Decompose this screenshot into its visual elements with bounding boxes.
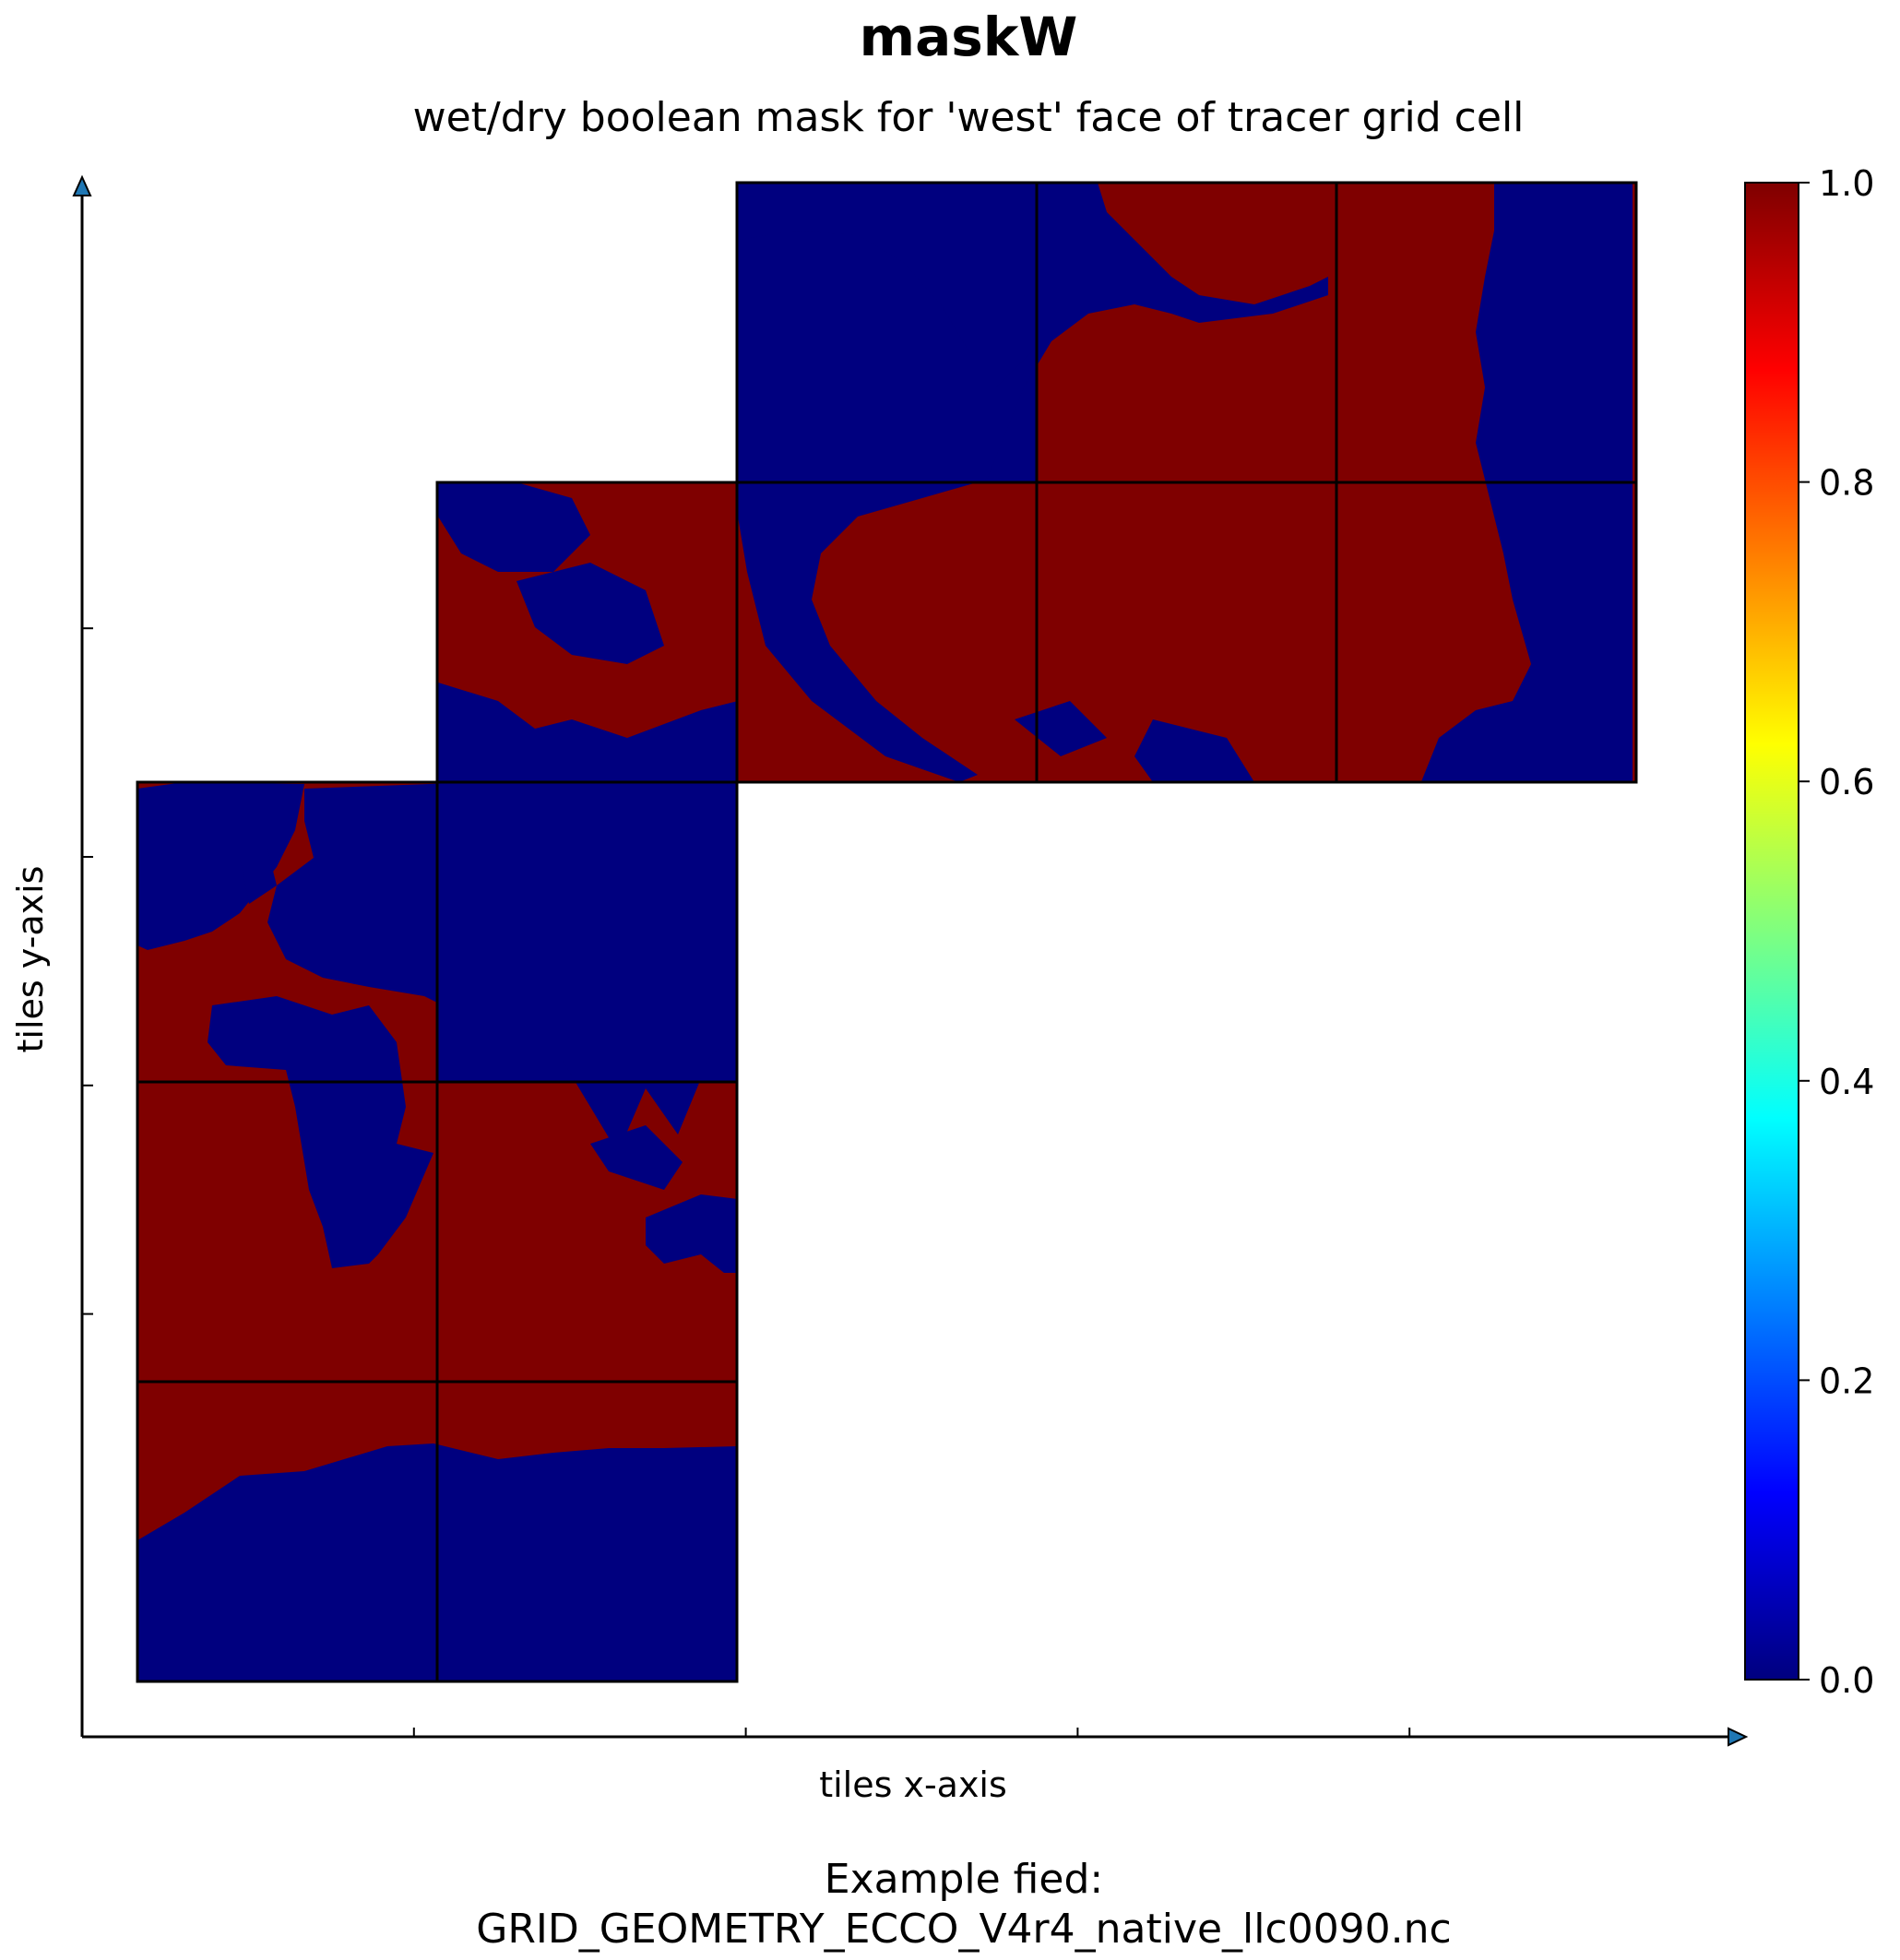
land-arctic-ocean-basin [738,183,1328,782]
colorbar-ticks: 0.0 0.2 0.4 0.6 0.8 1.0 [1799,163,1874,1701]
colorbar-tick-label: 0.4 [1819,1062,1874,1102]
y-axis-label: tiles y-axis [10,866,51,1053]
land-greenland-west [240,849,277,904]
y-ticks [82,627,93,1315]
land-africa [208,996,433,1268]
colorbar: 0.0 0.2 0.4 0.6 0.8 1.0 [1744,163,1874,1701]
land-north-america [137,782,304,950]
chart-subtitle: wet/dry boolean mask for 'west' face of … [413,94,1525,141]
y-axis-arrow [72,174,92,196]
land-n-america-top [438,482,590,572]
axes [72,174,1749,1747]
land-europe-fragment [438,683,738,782]
colorbar-tick-label: 0.6 [1819,762,1874,802]
x-ticks [412,1728,1411,1737]
x-axis-arrow [1728,1727,1749,1747]
land-eurasia [267,782,738,1153]
footer-line-1: Example fied: [825,1856,1103,1903]
chart-title: maskW [860,6,1078,68]
tile-borders [136,181,1638,1683]
land-bering [1134,719,1254,782]
colorbar-tick-label: 1.0 [1819,163,1874,204]
land-hudson [517,563,664,664]
tile-border-4-4 [1335,181,1638,484]
footer-line-2: GRID_GEOMETRY_ECCO_V4r4_native_llc0090.n… [476,1906,1452,1953]
land-australia [646,1194,738,1273]
colorbar-gradient [1744,182,1799,1681]
land-se-asia-islands [590,1125,683,1190]
colorbar-tick-label: 0.2 [1819,1360,1874,1401]
colorbar-tick-label: 0.8 [1819,463,1874,504]
x-axis-label: tiles x-axis [819,1764,1007,1805]
colorbar-tick-label: 0.0 [1819,1660,1874,1701]
